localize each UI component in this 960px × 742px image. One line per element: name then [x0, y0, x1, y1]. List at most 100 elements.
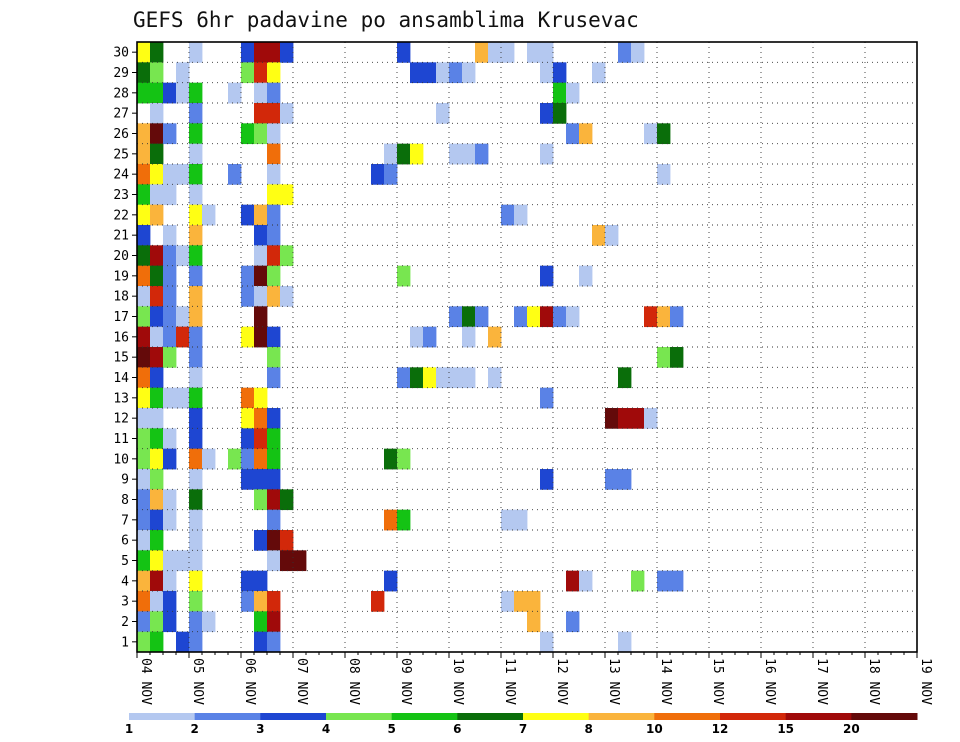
heatmap-cell: [137, 530, 151, 551]
y-tick-label: 1: [121, 635, 129, 650]
heatmap-cell: [631, 408, 645, 429]
heatmap-cell: [189, 611, 203, 633]
heatmap-cell: [189, 631, 203, 653]
heatmap-cell: [267, 367, 281, 389]
x-tick-label: 08 NOV: [346, 658, 361, 705]
heatmap-cell: [150, 530, 164, 551]
heatmap-cell: [137, 62, 151, 84]
heatmap-cell: [137, 347, 151, 368]
heatmap-cell: [436, 367, 450, 389]
heatmap-cell: [384, 164, 398, 185]
heatmap-cell: [267, 550, 281, 572]
heatmap-cell: [254, 286, 268, 307]
heatmap-cell: [254, 489, 268, 511]
heatmap-cell: [163, 225, 177, 246]
heatmap-cell: [410, 326, 424, 348]
heatmap-cell: [189, 123, 203, 145]
heatmap-cell: [566, 306, 580, 328]
heatmap-cell: [670, 347, 684, 368]
y-tick-label: 17: [113, 310, 129, 325]
heatmap-cell: [254, 387, 268, 409]
heatmap-cell: [189, 326, 203, 348]
heatmap-cell: [475, 143, 489, 165]
y-tick-label: 29: [113, 66, 129, 81]
heatmap-cell: [241, 286, 255, 307]
heatmap-cell: [553, 306, 567, 328]
colorbar-label: 5: [387, 722, 395, 736]
colorbar-label: 6: [453, 722, 461, 736]
x-tick-label: 09 NOV: [398, 658, 413, 705]
x-tick-label: 05 NOV: [190, 658, 205, 705]
heatmap-cell: [137, 184, 151, 206]
heatmap-cell: [267, 204, 281, 226]
heatmap-cell: [280, 42, 294, 63]
heatmap-cell: [397, 42, 411, 63]
heatmap-cell: [254, 204, 268, 226]
colorbar-segment: [194, 713, 261, 720]
heatmap-cell: [254, 306, 268, 328]
heatmap-cell: [618, 408, 632, 429]
x-tick-label: 15 NOV: [710, 658, 725, 705]
heatmap-cell: [566, 611, 580, 633]
heatmap-cell: [241, 326, 255, 348]
heatmap-cell: [176, 326, 190, 348]
y-tick-label: 24: [113, 168, 129, 183]
colorbar-segment: [260, 713, 327, 720]
heatmap-cell: [241, 469, 255, 490]
heatmap-cell: [254, 42, 268, 63]
heatmap-cell: [150, 509, 164, 531]
heatmap-cell: [150, 631, 164, 653]
heatmap-cell: [150, 265, 164, 287]
heatmap-cell: [150, 204, 164, 226]
heatmap-cell: [150, 286, 164, 307]
heatmap-cell: [189, 245, 203, 267]
heatmap-cell: [176, 164, 190, 185]
heatmap-cell: [137, 489, 151, 511]
y-tick-label: 23: [113, 188, 129, 203]
heatmap-cell: [137, 611, 151, 633]
heatmap-cell: [150, 347, 164, 368]
heatmap-cell: [267, 62, 281, 84]
colorbar-segment: [457, 713, 524, 720]
heatmap-cell: [150, 469, 164, 490]
y-tick-label: 13: [113, 391, 129, 406]
heatmap-cell: [254, 62, 268, 84]
heatmap-cell: [150, 123, 164, 145]
heatmap-cell: [202, 611, 216, 633]
heatmap-cell: [228, 164, 242, 185]
heatmap-cell: [540, 265, 554, 287]
heatmap-cell: [189, 469, 203, 490]
heatmap-cell: [150, 143, 164, 165]
heatmap-cell: [176, 82, 190, 104]
heatmap-cell: [631, 570, 645, 592]
heatmap-cell: [254, 469, 268, 490]
heatmap-cell: [163, 82, 177, 104]
chart-title: GEFS 6hr padavine po ansamblima Krusevac: [133, 8, 639, 32]
heatmap-cell: [605, 225, 619, 246]
heatmap-cell: [618, 469, 632, 490]
heatmap-cell: [423, 367, 437, 389]
x-tick-label: 13 NOV: [606, 658, 621, 705]
heatmap-cell: [449, 143, 463, 165]
y-tick-label: 2: [121, 615, 129, 630]
heatmap-cell: [618, 42, 632, 63]
heatmap-cell: [137, 631, 151, 653]
heatmap-cell: [163, 164, 177, 185]
heatmap-cell: [254, 225, 268, 246]
heatmap-cell: [644, 123, 658, 145]
heatmap-cell: [163, 265, 177, 287]
heatmap-cell: [241, 448, 255, 470]
heatmap-cell: [657, 123, 671, 145]
heatmap-cell: [371, 591, 385, 612]
heatmap-cell: [501, 42, 515, 63]
heatmap-cell: [254, 591, 268, 612]
heatmap-cell: [137, 245, 151, 267]
heatmap-cell: [501, 509, 515, 531]
heatmap-cell: [163, 245, 177, 267]
y-tick-label: 28: [113, 86, 129, 101]
heatmap-cell: [267, 265, 281, 287]
heatmap-cell: [475, 42, 489, 63]
heatmap-cell: [267, 631, 281, 653]
heatmap-cell: [163, 591, 177, 612]
heatmap-cell: [163, 347, 177, 368]
